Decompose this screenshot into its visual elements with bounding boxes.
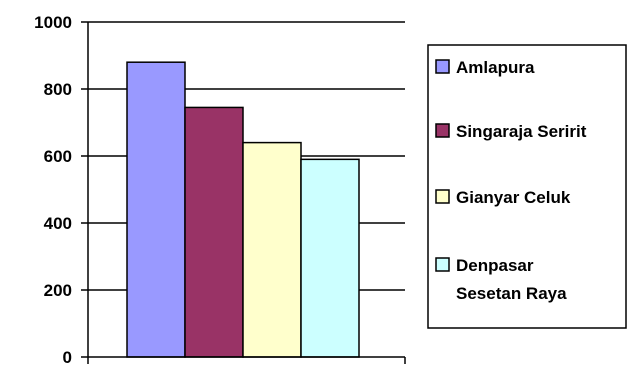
legend-label: Gianyar Celuk bbox=[456, 188, 571, 207]
y-tick-label: 400 bbox=[44, 214, 72, 233]
bar-denpasar-sesetan-raya bbox=[300, 158, 360, 358]
y-tick-label: 1000 bbox=[34, 13, 72, 32]
y-tick-label: 600 bbox=[44, 147, 72, 166]
y-tick-label: 0 bbox=[63, 348, 72, 367]
legend-label: Sesetan Raya bbox=[456, 284, 567, 303]
legend-swatch bbox=[435, 189, 450, 204]
legend-label: Amlapura bbox=[456, 58, 535, 77]
y-tick-labels: 0 200 400 600 800 1000 bbox=[34, 13, 72, 367]
legend-swatch bbox=[435, 59, 450, 74]
bar-amlapura bbox=[126, 61, 186, 358]
bars bbox=[126, 61, 360, 358]
y-tick-label: 200 bbox=[44, 281, 72, 300]
legend-label: Denpasar bbox=[456, 256, 534, 275]
axes bbox=[81, 21, 406, 364]
bar-gianyar-celuk bbox=[242, 141, 302, 358]
legend-swatch bbox=[435, 257, 450, 272]
legend-label: Singaraja Seririt bbox=[456, 122, 587, 141]
bar-singaraja-seririt bbox=[184, 106, 244, 358]
legend-box bbox=[427, 44, 627, 329]
legend: Amlapura Singaraja Seririt Gianyar Celuk De… bbox=[427, 44, 627, 329]
y-tick-label: 800 bbox=[44, 80, 72, 99]
legend-swatch bbox=[435, 123, 450, 138]
